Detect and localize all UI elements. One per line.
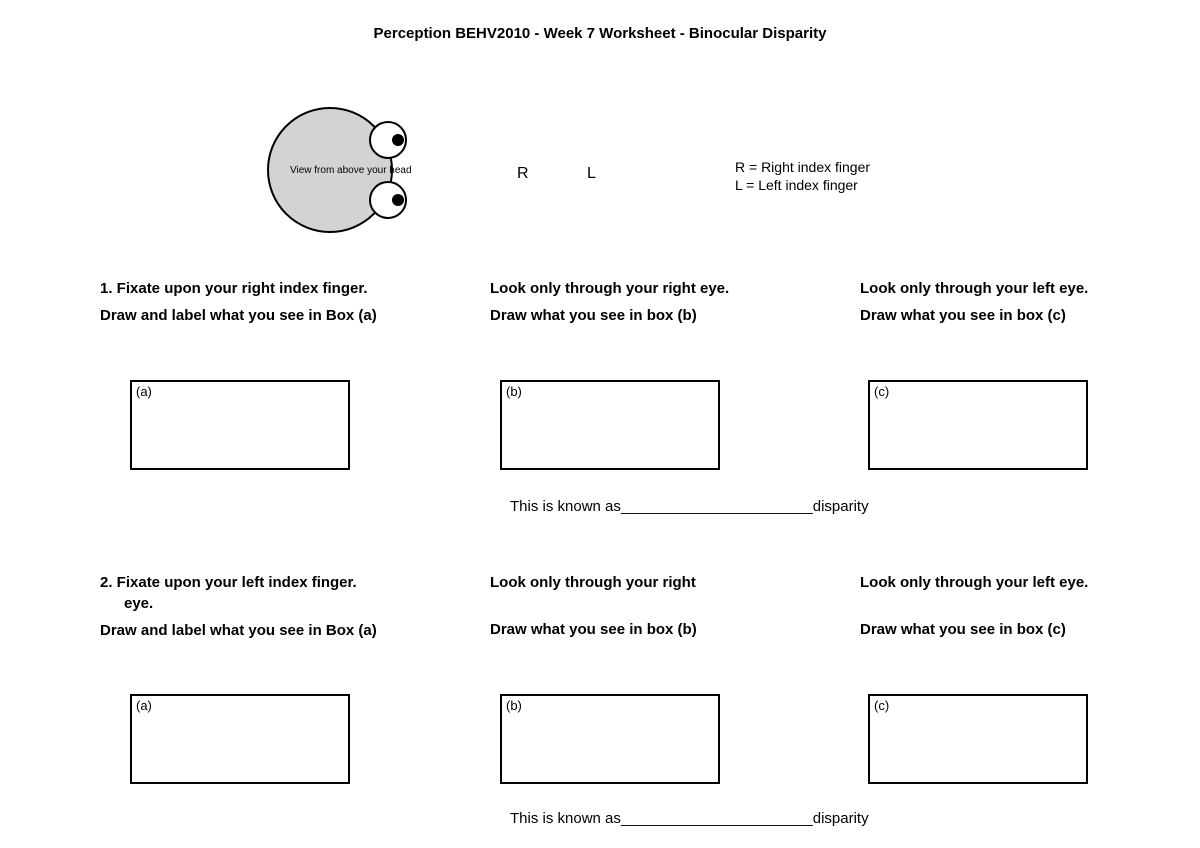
l-label: L [587,165,596,183]
q2-box-a: (a) [130,694,350,784]
legend-line-l: L = Left index finger [735,176,870,194]
q2-instruction-1: 2. Fixate upon your left index finger. [100,572,430,593]
q1-col1: 1. Fixate upon your right index finger. … [100,278,430,326]
q1-fill-blank: This is known as_______________________d… [510,498,869,515]
q2-col2: Look only through your right Draw what y… [490,572,820,640]
q1-col2: Look only through your right eye. Draw w… [490,278,820,326]
q1-box-a: (a) [130,380,350,470]
q2-box-c: (c) [868,694,1088,784]
q2-col2-line2: Draw what you see in box (b) [490,619,820,640]
q1-col3-line2: Draw what you see in box (c) [860,305,1190,326]
q2-instruction-1b: eye. [100,593,430,614]
q1-instruction-2: Draw and label what you see in Box (a) [100,305,430,326]
q1-box-c: (c) [868,380,1088,470]
q2-col3: Look only through your left eye. Draw wh… [860,572,1190,640]
q2-fill-blank: This is known as_______________________d… [510,810,869,827]
q1-col3: Look only through your left eye. Draw wh… [860,278,1190,326]
q2-box-b: (b) [500,694,720,784]
q2-instruction-2: Draw and label what you see in Box (a) [100,620,430,641]
legend-line-r: R = Right index finger [735,158,870,176]
q1-col2-line1: Look only through your right eye. [490,278,820,299]
q2-col3-line1: Look only through your left eye. [860,572,1190,593]
q2-col2-line1: Look only through your right [490,572,820,593]
worksheet-title: Perception BEHV2010 - Week 7 Worksheet -… [0,25,1200,42]
q1-col2-line2: Draw what you see in box (b) [490,305,820,326]
q1-col3-line1: Look only through your left eye. [860,278,1190,299]
diagram-caption: View from above your head [290,165,412,176]
q1-instruction-1: 1. Fixate upon your right index finger. [100,278,430,299]
r-label: R [517,165,529,183]
q2-col1: 2. Fixate upon your left index finger. e… [100,572,430,641]
q1-box-b: (b) [500,380,720,470]
q2-col3-line2: Draw what you see in box (c) [860,619,1190,640]
legend: R = Right index finger L = Left index fi… [735,158,870,194]
